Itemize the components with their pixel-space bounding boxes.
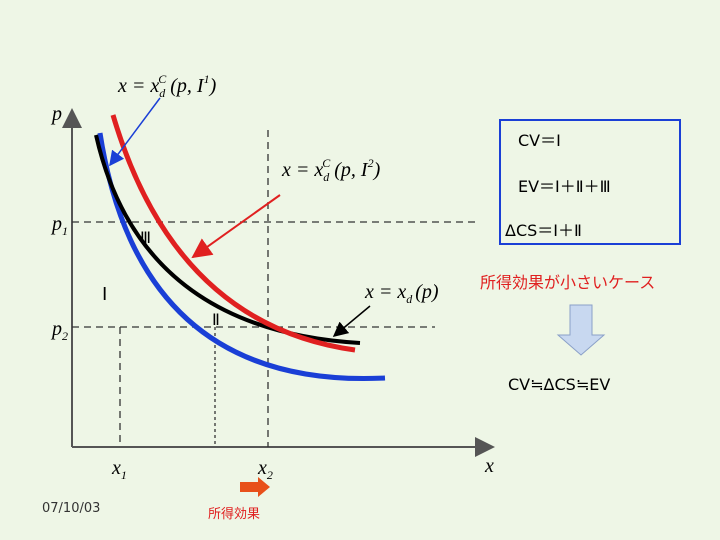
arrow-black — [332, 305, 371, 337]
text-part: x = x — [281, 159, 323, 181]
box-line: CV＝Ⅰ — [518, 131, 561, 150]
p1-label: p1 — [50, 213, 68, 238]
y-label: p — [50, 103, 62, 125]
curve-red — [110, 114, 356, 353]
curve-label-1: x = xdC (p, I1) — [117, 72, 217, 100]
curve-label-2: x = xdC (p, I2) — [281, 156, 381, 184]
guides — [72, 130, 480, 447]
x1-label: x1 — [111, 457, 127, 482]
text-part: ) — [209, 75, 217, 97]
text-part: C — [322, 156, 331, 170]
summary-box — [499, 119, 681, 245]
text-part: x — [111, 457, 121, 479]
text-part: d — [159, 86, 166, 100]
text-part: C — [158, 72, 167, 86]
text-part: (p, I — [334, 159, 369, 181]
text-part: (p, I — [170, 75, 205, 97]
text-part: x = x — [117, 75, 159, 97]
area-label: Ⅱ — [212, 312, 220, 329]
text-part: d — [406, 292, 413, 306]
conclusion: CV≒ΔCS≒EV — [508, 375, 610, 394]
area-label: Ⅰ — [102, 284, 107, 304]
income-effect: 所得効果 — [208, 506, 260, 522]
text-part: 2 — [368, 156, 374, 170]
orange-arrow — [240, 477, 270, 497]
text-part: (p) — [415, 281, 439, 303]
curve-blue — [97, 132, 386, 382]
text-part: 2 — [62, 329, 68, 343]
date: 07/10/03 — [42, 501, 100, 516]
box-line: ΔCS＝Ⅰ＋Ⅱ — [505, 221, 582, 240]
box-line: EV＝Ⅰ＋Ⅱ＋Ⅲ — [518, 177, 611, 196]
text-part: 1 — [121, 468, 127, 482]
arrow-red — [191, 194, 281, 259]
text-part: 2 — [267, 468, 273, 482]
text-part: ) — [373, 159, 381, 181]
down-arrow — [556, 304, 606, 356]
text-part: x = x — [364, 281, 406, 303]
x-label: x — [484, 455, 494, 477]
text-part: 1 — [204, 72, 210, 86]
x2-label: x2 — [257, 457, 273, 482]
text-part: p — [50, 318, 62, 340]
text-part: x — [257, 457, 267, 479]
area-label: Ⅲ — [140, 230, 151, 247]
p2-label: p2 — [50, 318, 68, 343]
text-part: 1 — [62, 224, 68, 238]
case-title: 所得効果が小さいケース — [480, 273, 655, 292]
arrow-blue — [109, 97, 161, 167]
curve-label-3: x = xd (p) — [364, 281, 439, 306]
text-part: p — [50, 213, 62, 235]
text-part: d — [323, 170, 330, 184]
